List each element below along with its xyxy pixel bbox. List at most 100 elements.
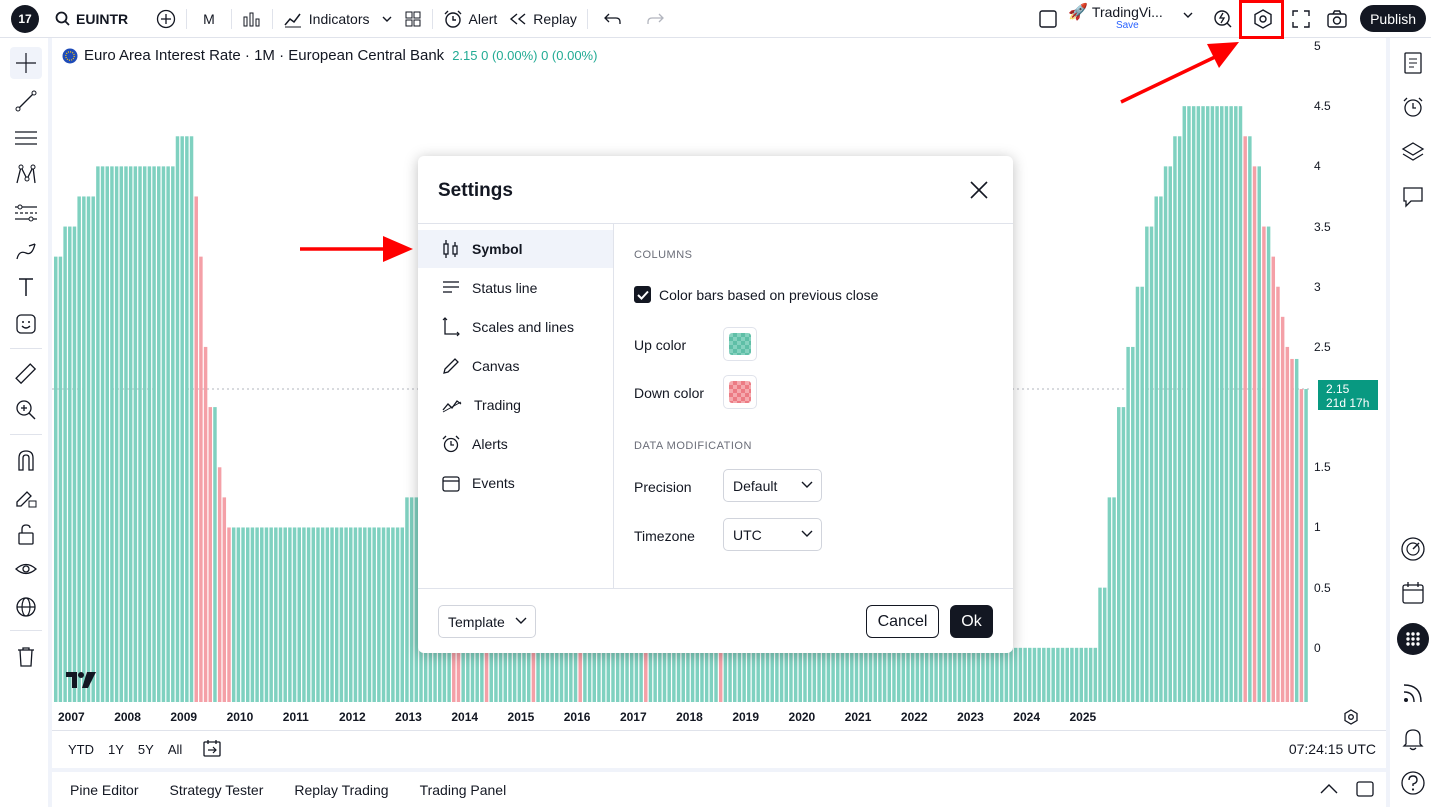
precision-select[interactable]: Default: [723, 469, 822, 502]
chart-bar: [962, 647, 966, 702]
select-all-checkbox-button[interactable]: [1032, 0, 1064, 38]
chart-bar: [990, 647, 995, 702]
tab-scales-and-lines[interactable]: Scales and lines: [418, 308, 613, 346]
range-all[interactable]: All: [167, 742, 183, 757]
news-stream-button[interactable]: [1398, 678, 1428, 708]
dialog-title: Settings: [438, 180, 513, 201]
maximize-panel-button[interactable]: [1355, 780, 1375, 801]
template-dropdown[interactable]: Template: [438, 605, 536, 638]
alerts-panel-button[interactable]: [1398, 92, 1428, 122]
help-button[interactable]: [1398, 768, 1428, 798]
ruler-tool[interactable]: [10, 358, 42, 390]
tab-canvas[interactable]: Canvas: [418, 347, 613, 385]
tab-strategy-tester[interactable]: Strategy Tester: [169, 781, 264, 798]
rewind-icon: [510, 12, 526, 25]
layouts-button[interactable]: [398, 0, 428, 38]
zoom-tool[interactable]: [10, 394, 42, 426]
timezone-select[interactable]: UTC: [723, 518, 822, 551]
symbol-search-button[interactable]: EUINTR: [49, 0, 134, 38]
undo-button[interactable]: [598, 0, 628, 38]
indicators-icon: [284, 13, 301, 27]
interval-button[interactable]: M: [203, 10, 215, 27]
range-ytd[interactable]: YTD: [68, 742, 94, 757]
compare-button[interactable]: [150, 0, 182, 38]
tab-replay-trading[interactable]: Replay Trading: [294, 781, 389, 798]
collapse-panel-button[interactable]: [1320, 782, 1338, 798]
zoom-in-icon: [16, 400, 36, 420]
chart-settings-button[interactable]: [1246, 0, 1280, 38]
magnet-tool[interactable]: [10, 444, 42, 476]
chart-legend[interactable]: Euro Area Interest Rate · 1M · European …: [62, 47, 597, 64]
tab-status-line[interactable]: Status line: [418, 269, 613, 307]
tab-symbol[interactable]: Symbol: [418, 230, 613, 268]
chart-bar: [826, 647, 831, 702]
hide-drawings-tool[interactable]: [10, 554, 42, 586]
notifications-button[interactable]: [1398, 724, 1428, 754]
chart-bar: [1028, 647, 1032, 702]
object-tree-button[interactable]: [1398, 137, 1428, 167]
annotation-arrow-symbol: [300, 236, 413, 262]
chart-bar: [1098, 587, 1102, 702]
chart-bar: [100, 166, 105, 702]
tab-trading[interactable]: Trading: [418, 386, 613, 424]
chart-bar: [1032, 647, 1037, 702]
indicators-button[interactable]: Indicators: [277, 0, 376, 38]
close-button[interactable]: [967, 178, 991, 202]
pattern-tool[interactable]: [10, 159, 42, 191]
drawing-toolbar: [0, 38, 52, 807]
layout-name-button[interactable]: 🚀 TradingVi... Save: [1068, 4, 1193, 31]
tab-pine-editor[interactable]: Pine Editor: [70, 781, 139, 798]
crosshair-tool[interactable]: [10, 47, 42, 79]
y-tick-label: 5: [1314, 39, 1321, 53]
tab-events[interactable]: Events: [418, 464, 613, 502]
show-objects-tree-tool[interactable]: [10, 591, 42, 623]
chart-bar: [1220, 106, 1224, 703]
timezone-clock[interactable]: 07:24:15 UTC: [1288, 741, 1376, 757]
lock-drawings-tool[interactable]: [10, 518, 42, 550]
products-button[interactable]: [1397, 623, 1429, 655]
quick-search-button[interactable]: [1206, 0, 1240, 38]
color-bars-checkbox[interactable]: [634, 286, 651, 303]
watchlist-button[interactable]: [1398, 48, 1428, 78]
trend-line-tool[interactable]: [10, 85, 42, 117]
chart-bar: [995, 647, 999, 702]
indicators-dropdown[interactable]: [376, 0, 398, 38]
chats-button[interactable]: [1398, 182, 1428, 212]
down-color-swatch[interactable]: [723, 375, 757, 409]
redo-button[interactable]: [640, 0, 670, 38]
chart-type-button[interactable]: [236, 0, 268, 38]
chart-bar: [1056, 647, 1060, 702]
range-1y[interactable]: 1Y: [108, 742, 124, 757]
fullscreen-button[interactable]: [1285, 0, 1317, 38]
technicals-button[interactable]: [1398, 534, 1428, 564]
chart-bar: [718, 647, 723, 702]
replay-button[interactable]: Replay: [503, 0, 583, 38]
publish-button[interactable]: Publish: [1360, 5, 1426, 32]
calendar-button[interactable]: [1398, 578, 1428, 608]
x-tick-label: 2012: [338, 710, 366, 724]
tab-alerts[interactable]: Alerts: [418, 425, 613, 463]
remove-drawings-tool[interactable]: [10, 641, 42, 673]
brush-tool[interactable]: [10, 235, 42, 267]
scale-settings-button[interactable]: [1342, 708, 1360, 729]
chart-bar: [929, 647, 934, 702]
chart-bar: [615, 617, 620, 702]
tab-trading-panel[interactable]: Trading Panel: [419, 781, 507, 798]
emoji-tool[interactable]: [10, 308, 42, 340]
alarm-clock-icon: [442, 435, 460, 453]
range-5y[interactable]: 5Y: [137, 742, 154, 757]
chart-bar: [409, 497, 414, 702]
ok-button[interactable]: Ok: [950, 605, 993, 638]
stay-in-drawing-tool[interactable]: [10, 481, 42, 513]
prediction-tool[interactable]: [10, 197, 42, 229]
go-to-date-button[interactable]: [202, 738, 222, 761]
snapshot-button[interactable]: [1320, 0, 1354, 38]
x-tick-label: 2018: [676, 710, 703, 724]
horizontal-lines-tool[interactable]: [10, 122, 42, 154]
text-tool[interactable]: [10, 271, 42, 303]
alert-button[interactable]: Alert: [437, 0, 504, 38]
tradingview-logo[interactable]: 17: [11, 4, 39, 33]
up-color-swatch[interactable]: [723, 327, 757, 361]
cancel-button[interactable]: Cancel: [866, 605, 939, 638]
chart-bar: [775, 647, 779, 702]
